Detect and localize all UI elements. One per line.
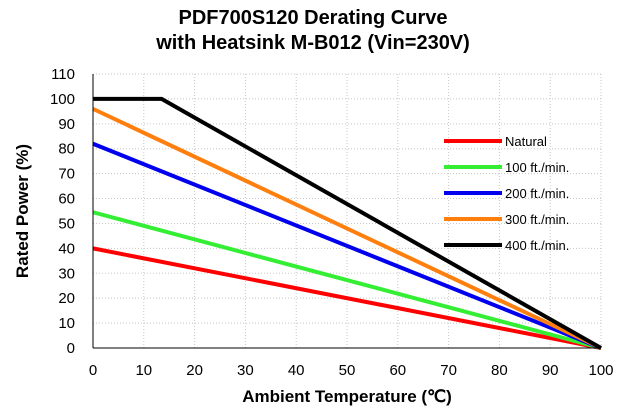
x-tick-label: 70 [440,362,457,379]
x-tick-label: 60 [389,362,406,379]
x-tick-label: 80 [491,362,508,379]
chart-title-line1: PDF700S120 Derating Curve [178,7,448,29]
x-tick-label: 20 [186,362,203,379]
y-tick-label: 100 [50,91,75,108]
series-line [92,107,602,350]
y-tick-label: 20 [58,290,75,307]
x-axis-title: Ambient Temperature (℃) [242,387,452,406]
y-tick-label: 110 [51,66,75,83]
x-tick-label: 0 [89,362,97,379]
y-tick-label: 80 [58,141,75,158]
x-tick-label: 10 [135,362,152,379]
y-tick-label: 90 [58,116,75,133]
legend-label: 200 ft./min. [505,186,569,201]
x-tick-label: 50 [339,362,356,379]
chart-title: PDF700S120 Derating Curve with Heatsink … [0,6,626,56]
legend-label: 400 ft./min. [505,238,569,253]
x-tick-label: 40 [288,362,305,379]
legend-label: 300 ft./min. [505,212,569,227]
series-lines [92,96,602,350]
legend: Natural 100 ft./min. 200 ft./min. 300 ft./m… [444,134,569,253]
y-axis-title: Rated Power (%) [13,144,32,278]
y-tick-label: 10 [58,315,75,332]
y-tick-label: 30 [58,265,75,282]
series-line [92,141,602,350]
x-tick-label: 90 [542,362,559,379]
x-tick-label: 30 [237,362,254,379]
y-tick-label: 60 [58,191,75,208]
y-tick-label: 40 [58,240,75,257]
y-tick-label: 70 [58,166,75,183]
chart-title-line2: with Heatsink M-B012 (Vin=230V) [156,32,470,54]
series-line [92,210,602,350]
series-line [92,246,602,350]
legend-label: Natural [505,134,547,149]
series-line [93,96,602,350]
tick-labels: 0 10 20 30 40 50 60 70 80 90 100 110 0 10 20 30 40 50 60 70… [50,66,614,379]
y-tick-label: 0 [67,340,75,357]
legend-label: 100 ft./min. [505,160,569,175]
axes [92,74,601,349]
x-tick-label: 100 [588,362,613,379]
y-tick-label: 50 [58,215,75,232]
